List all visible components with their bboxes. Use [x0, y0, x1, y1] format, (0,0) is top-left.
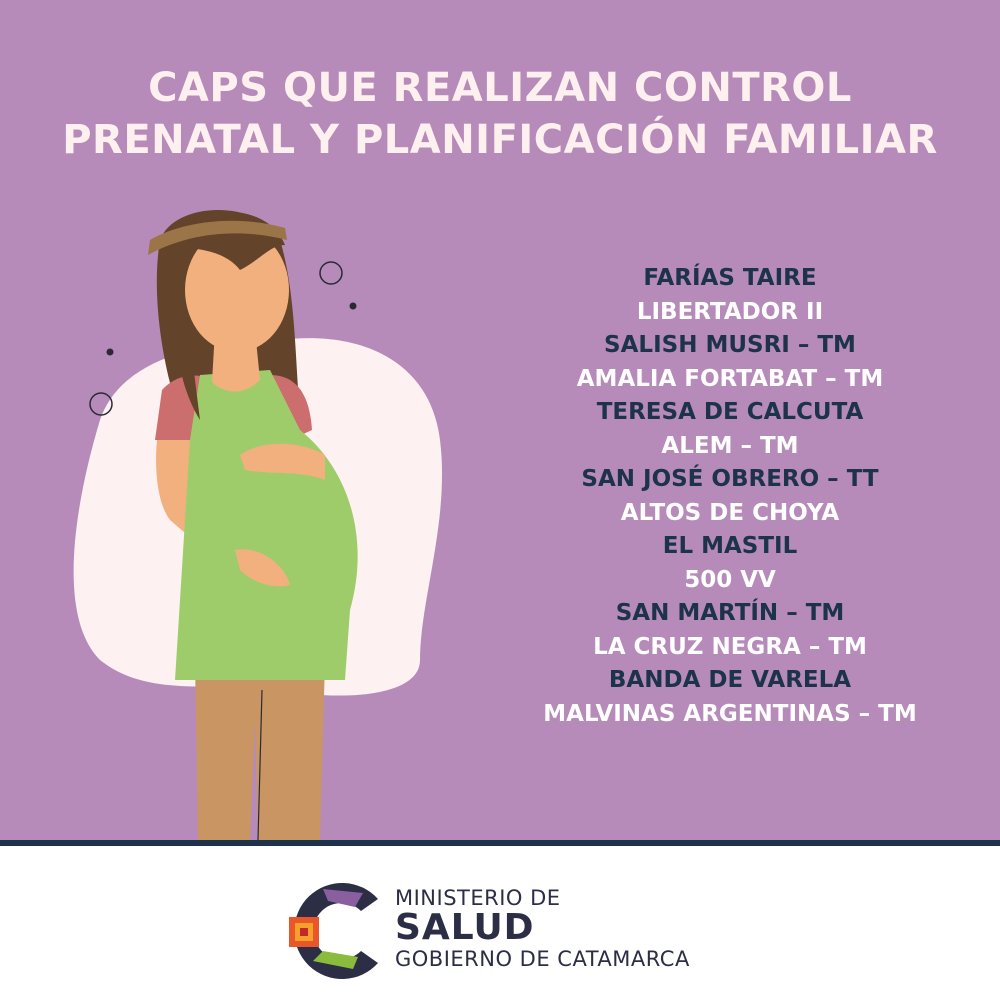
- footer: MINISTERIO DE SALUD GOBIERNO DE CATAMARC…: [0, 840, 1000, 1000]
- title-line-2: PRENATAL Y PLANIFICACIÓN FAMILIAR: [62, 117, 938, 163]
- caps-item: 500 VV: [684, 566, 776, 593]
- pregnant-woman-illustration: [73, 210, 443, 840]
- caps-item: BANDA DE VARELA: [608, 667, 852, 693]
- decor-circle: [89, 392, 113, 416]
- ministry-name: MINISTERIO DE SALUD GOBIERNO DE CATAMARC…: [395, 886, 690, 972]
- logo-line-2: SALUD: [395, 907, 535, 948]
- logo-line-1: MINISTERIO DE: [395, 886, 561, 910]
- caps-item: AMALIA FORTABAT – TM: [576, 365, 884, 392]
- caps-item: EL MASTIL: [662, 533, 798, 559]
- caps-item: FARÍAS TAIRE: [643, 265, 817, 291]
- caps-list: FARÍAS TAIRE LIBERTADOR II SALISH MUSRI …: [500, 262, 960, 731]
- caps-item: LA CRUZ NEGRA – TM: [593, 633, 867, 660]
- caps-item: MALVINAS ARGENTINAS – TM: [543, 700, 917, 727]
- caps-item: SAN JOSÉ OBRERO – TT: [581, 466, 879, 492]
- ministry-logo-icon: [289, 883, 378, 979]
- poster-title: CAPS QUE REALIZAN CONTROL PRENATAL Y PLA…: [0, 62, 1000, 166]
- dress: [175, 370, 358, 680]
- face: [185, 228, 289, 352]
- decor-dot: [349, 302, 357, 310]
- hand-upper: [240, 443, 325, 480]
- caps-item: TERESA DE CALCUTA: [596, 399, 864, 425]
- title-line-1: CAPS QUE REALIZAN CONTROL: [148, 65, 852, 111]
- caps-item: LIBERTADOR II: [636, 298, 824, 325]
- decor-circle: [319, 261, 343, 285]
- hand-lower: [235, 549, 290, 587]
- caps-item: SAN MARTÍN – TM: [615, 600, 845, 626]
- decor-dot: [106, 348, 114, 356]
- logo-line-3: GOBIERNO DE CATAMARCA: [395, 947, 690, 971]
- caps-item: ALTOS DE CHOYA: [620, 499, 840, 526]
- caps-item: SALISH MUSRI – TM: [604, 332, 856, 358]
- caps-item: ALEM – TM: [661, 432, 799, 459]
